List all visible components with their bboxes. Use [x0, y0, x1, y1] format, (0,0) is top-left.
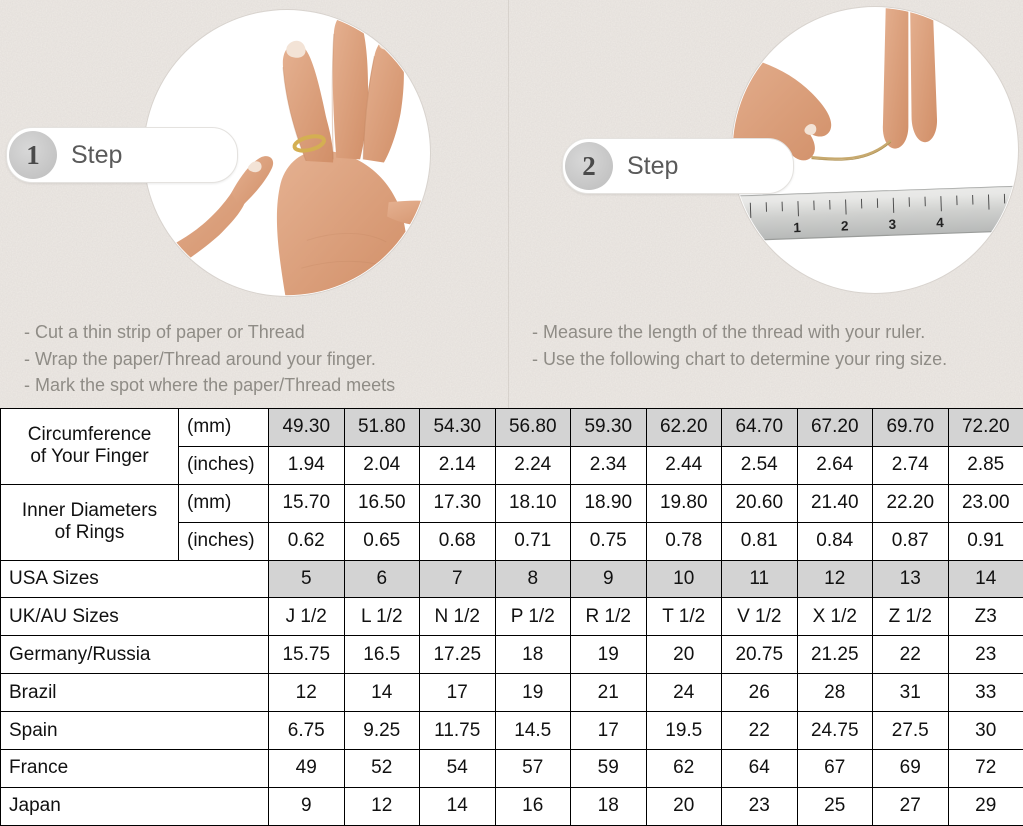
svg-text:2: 2 [841, 218, 849, 233]
svg-text:1: 1 [793, 220, 802, 235]
svg-text:3: 3 [888, 217, 897, 232]
svg-text:4: 4 [936, 215, 945, 230]
